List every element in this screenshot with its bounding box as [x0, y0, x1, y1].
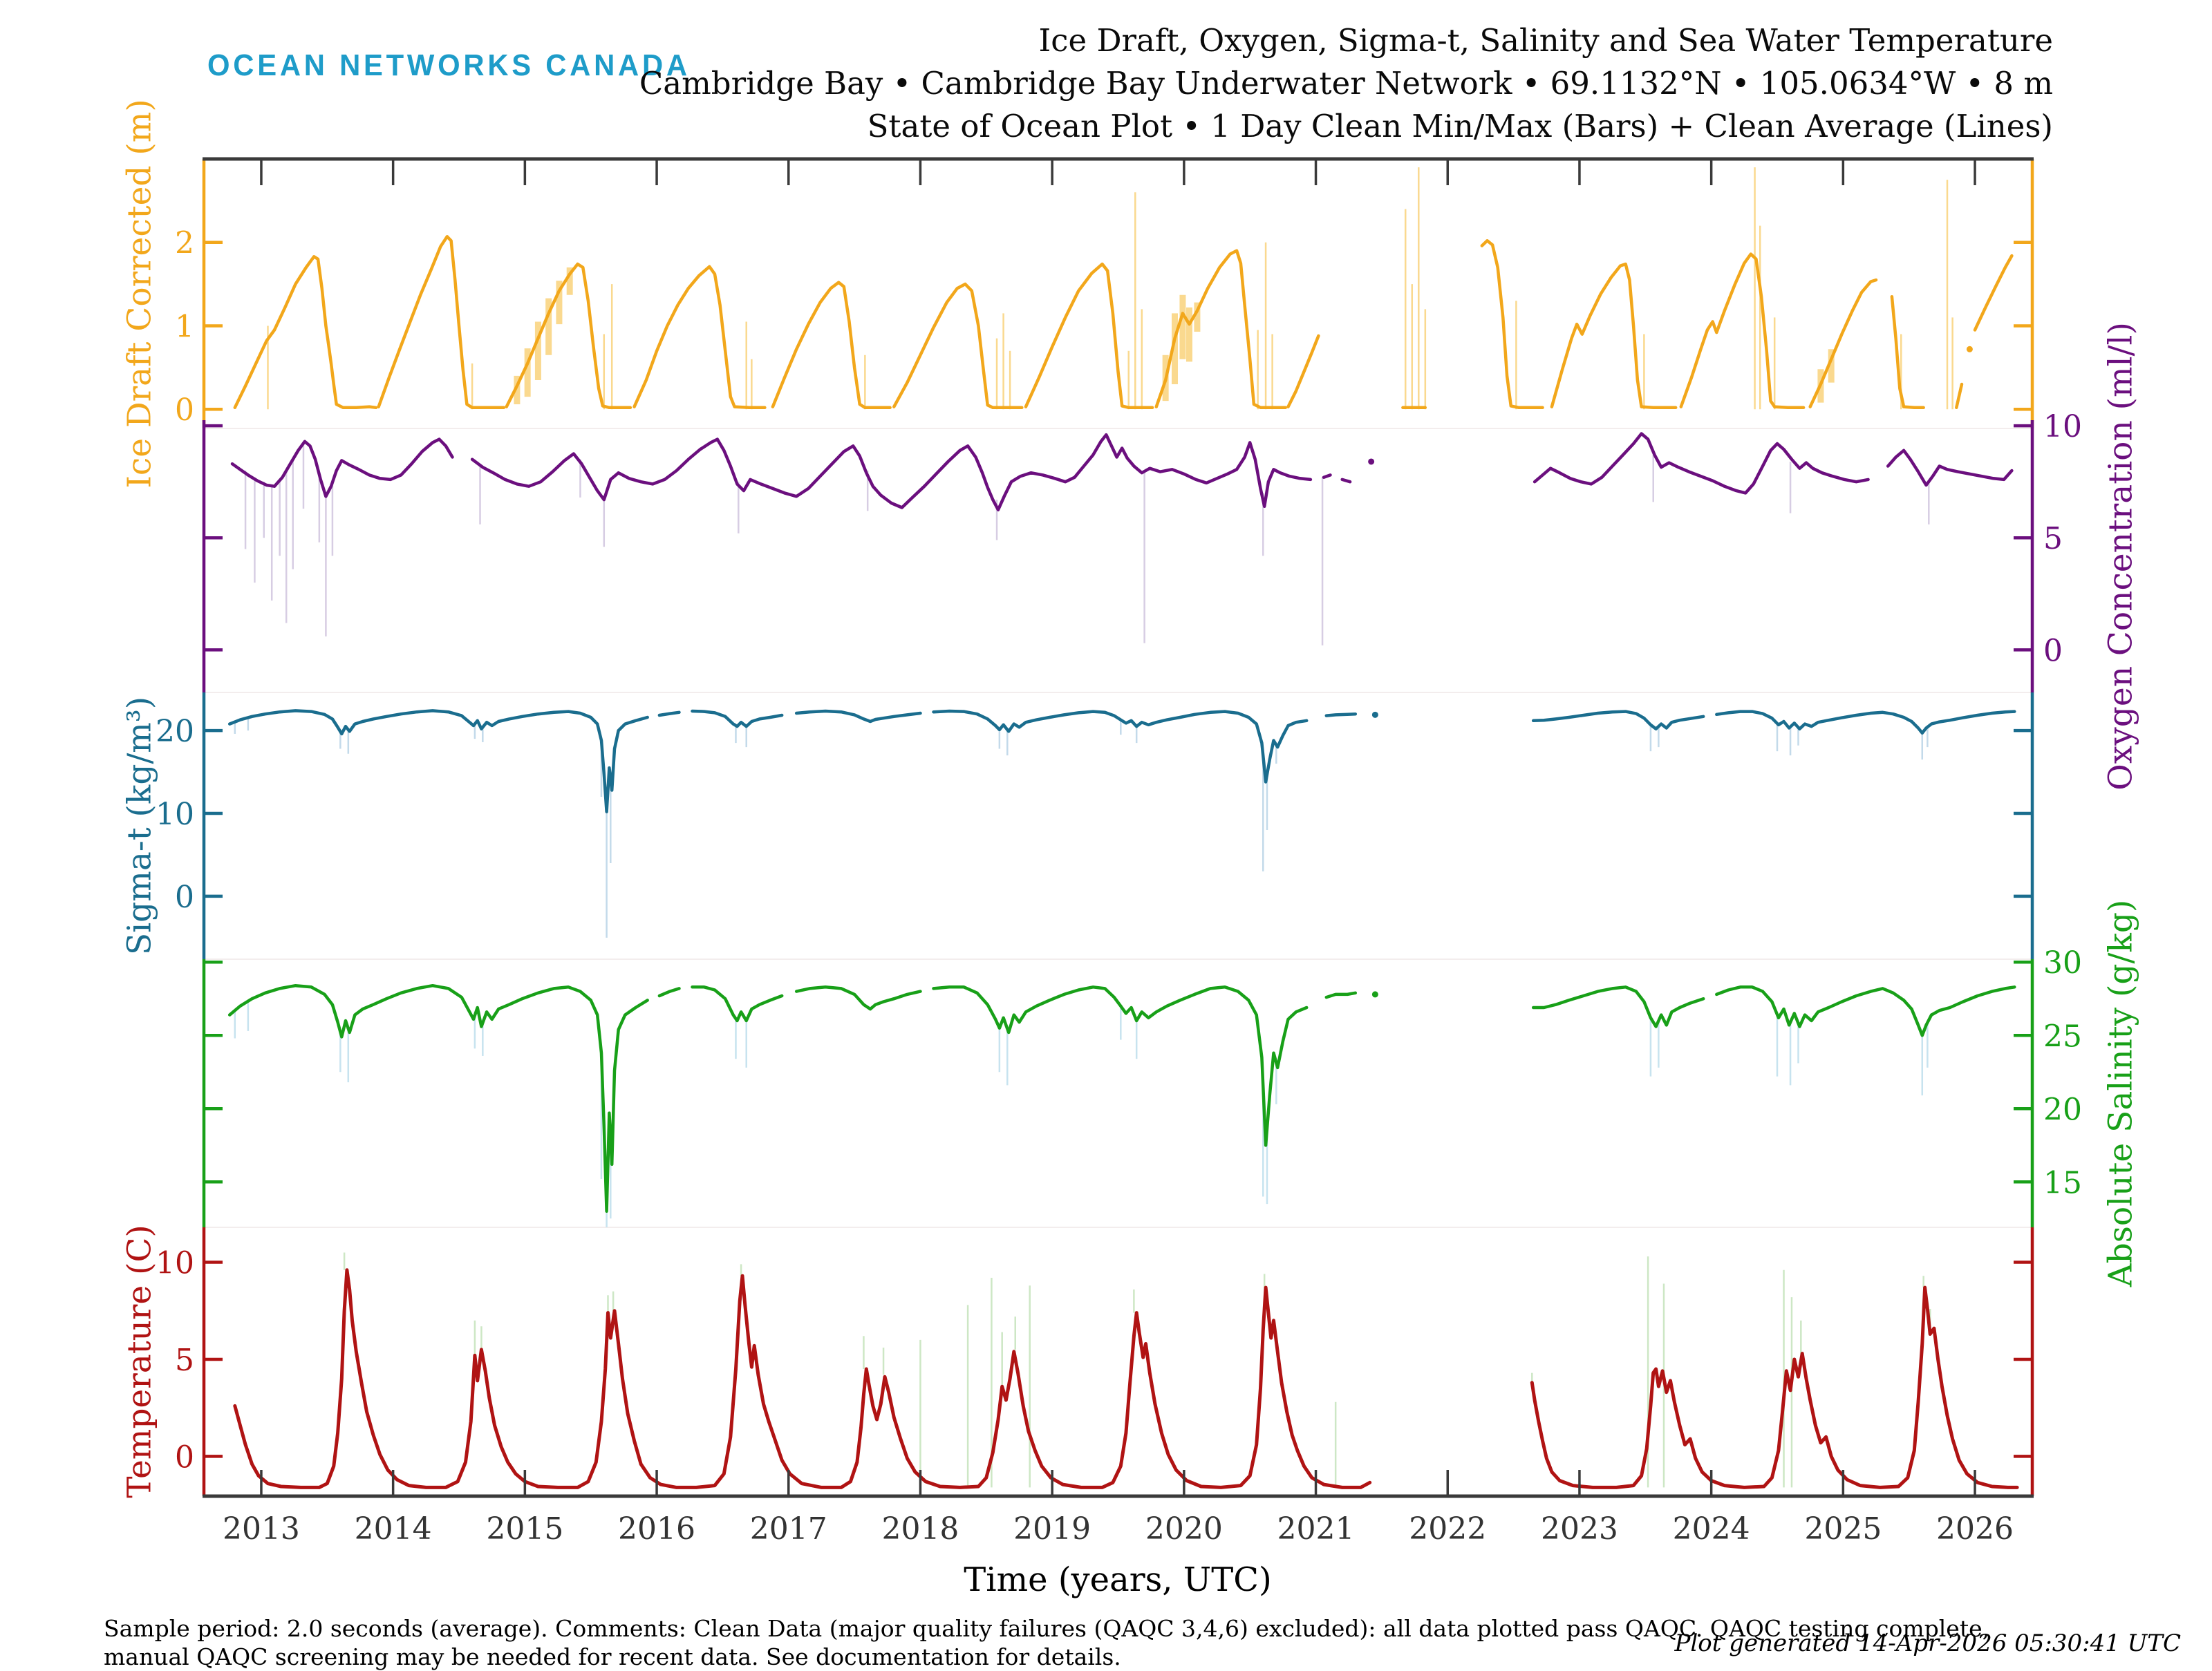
oxygen-concentration-layer [230, 432, 2014, 645]
average-line [233, 1268, 1372, 1489]
average-line [1154, 249, 1287, 410]
y-tick-label: 20 [156, 714, 194, 749]
data-point [1371, 711, 1378, 718]
y-tick-label: 0 [175, 393, 194, 428]
average-line [1531, 710, 1705, 730]
average-line [1340, 478, 1352, 484]
year-label: 2021 [1277, 1511, 1355, 1547]
average-line [1286, 334, 1320, 408]
average-line [691, 985, 784, 1023]
average-line [377, 235, 506, 410]
oxygen-axis-label: Oxygen Concentration (ml/l) [2101, 322, 2140, 791]
average-line [794, 709, 922, 724]
y-tick-label: 10 [156, 1246, 194, 1281]
average-line [230, 437, 454, 498]
absolute-salinity-layer [227, 983, 2016, 1227]
generated-timestamp: Plot generated 14-Apr-2026 05:30:41 UTC [1674, 1630, 2181, 1657]
average-line [1024, 262, 1154, 410]
year-label: 2022 [1409, 1511, 1486, 1547]
title-line-3: State of Ocean Plot • 1 Day Clean Min/Ma… [867, 108, 2053, 144]
salinity-axis-label: Absolute Salinity (g/kg) [2101, 899, 2140, 1287]
y-tick-label: 2 [175, 226, 194, 261]
sigma-t-axis-label: Sigma-t (kg/m³) [120, 696, 159, 956]
average-line [1531, 985, 1705, 1028]
ice-draft-axis-label: Ice Draft Corrected (m) [120, 99, 159, 489]
year-label: 2017 [750, 1511, 827, 1547]
title-line-2: Cambridge Bay • Cambridge Bay Underwater… [639, 65, 2053, 102]
average-line [1715, 985, 2016, 1037]
year-label: 2026 [1936, 1511, 2014, 1547]
average-line [657, 987, 681, 998]
average-line [505, 262, 632, 410]
sigma-t-layer [227, 709, 2016, 938]
data-point [1371, 991, 1378, 998]
average-line [892, 282, 1024, 410]
average-line [1533, 432, 1870, 495]
y-tick-label: 5 [2043, 521, 2063, 556]
year-label: 2013 [223, 1511, 300, 1547]
y-tick-label: 0 [175, 880, 194, 915]
average-line [227, 983, 649, 1213]
average-line [1324, 991, 1358, 999]
temperature-layer [233, 1252, 2019, 1489]
average-line [932, 709, 1309, 784]
year-label: 2020 [1145, 1511, 1223, 1547]
data-point [1966, 346, 1973, 352]
y-tick-label: 30 [2043, 945, 2082, 981]
average-line [1480, 239, 1544, 410]
average-line [1973, 254, 2014, 332]
average-line [1322, 473, 1332, 479]
onc-logo: OCEAN NETWORKS CANADA [207, 48, 691, 82]
year-label: 2014 [355, 1511, 432, 1547]
average-line [1530, 1285, 2019, 1489]
title-line-1: Ice Draft, Oxygen, Sigma-t, Salinity and… [1038, 22, 2053, 59]
average-line [691, 709, 784, 728]
average-line [657, 710, 681, 717]
y-tick-label: 15 [2043, 1165, 2082, 1200]
y-tick-label: 20 [2043, 1092, 2082, 1127]
average-line [932, 985, 1309, 1147]
y-tick-label: 0 [175, 1439, 194, 1475]
y-tick-label: 25 [2043, 1019, 2082, 1054]
x-axis-label: Time (years, UTC) [964, 1560, 1272, 1599]
average-line [1679, 252, 1806, 410]
average-line [233, 255, 378, 410]
year-label: 2019 [1013, 1511, 1091, 1547]
average-line [227, 709, 649, 813]
year-label: 2018 [881, 1511, 959, 1547]
average-line [632, 265, 767, 410]
average-line [470, 433, 1313, 511]
y-tick-label: 0 [2043, 633, 2063, 668]
year-label: 2023 [1541, 1511, 1618, 1547]
average-line [1955, 382, 1964, 410]
temperature-axis-label: Temperature (C) [120, 1225, 159, 1498]
y-tick-label: 5 [175, 1343, 194, 1378]
average-line [1890, 294, 1925, 410]
year-label: 2016 [618, 1511, 695, 1547]
data-point [1368, 458, 1375, 465]
average-line [1550, 262, 1678, 410]
y-tick-label: 10 [156, 797, 194, 832]
year-label: 2024 [1673, 1511, 1750, 1547]
plot-title: Ice Draft, Oxygen, Sigma-t, Salinity and… [639, 19, 2053, 148]
average-line [794, 985, 922, 1011]
average-line [771, 281, 892, 410]
ice-draft-corrected-layer [233, 167, 2014, 410]
average-line [1715, 710, 2016, 735]
year-label: 2025 [1804, 1511, 1882, 1547]
sample-note-line-1: Sample period: 2.0 seconds (average). Co… [104, 1615, 1990, 1642]
average-line [1886, 449, 2014, 487]
average-line [1324, 712, 1358, 717]
average-line [1808, 278, 1878, 408]
year-label: 2015 [486, 1511, 563, 1547]
y-tick-label: 1 [175, 309, 194, 344]
y-tick-label: 10 [2043, 409, 2082, 444]
